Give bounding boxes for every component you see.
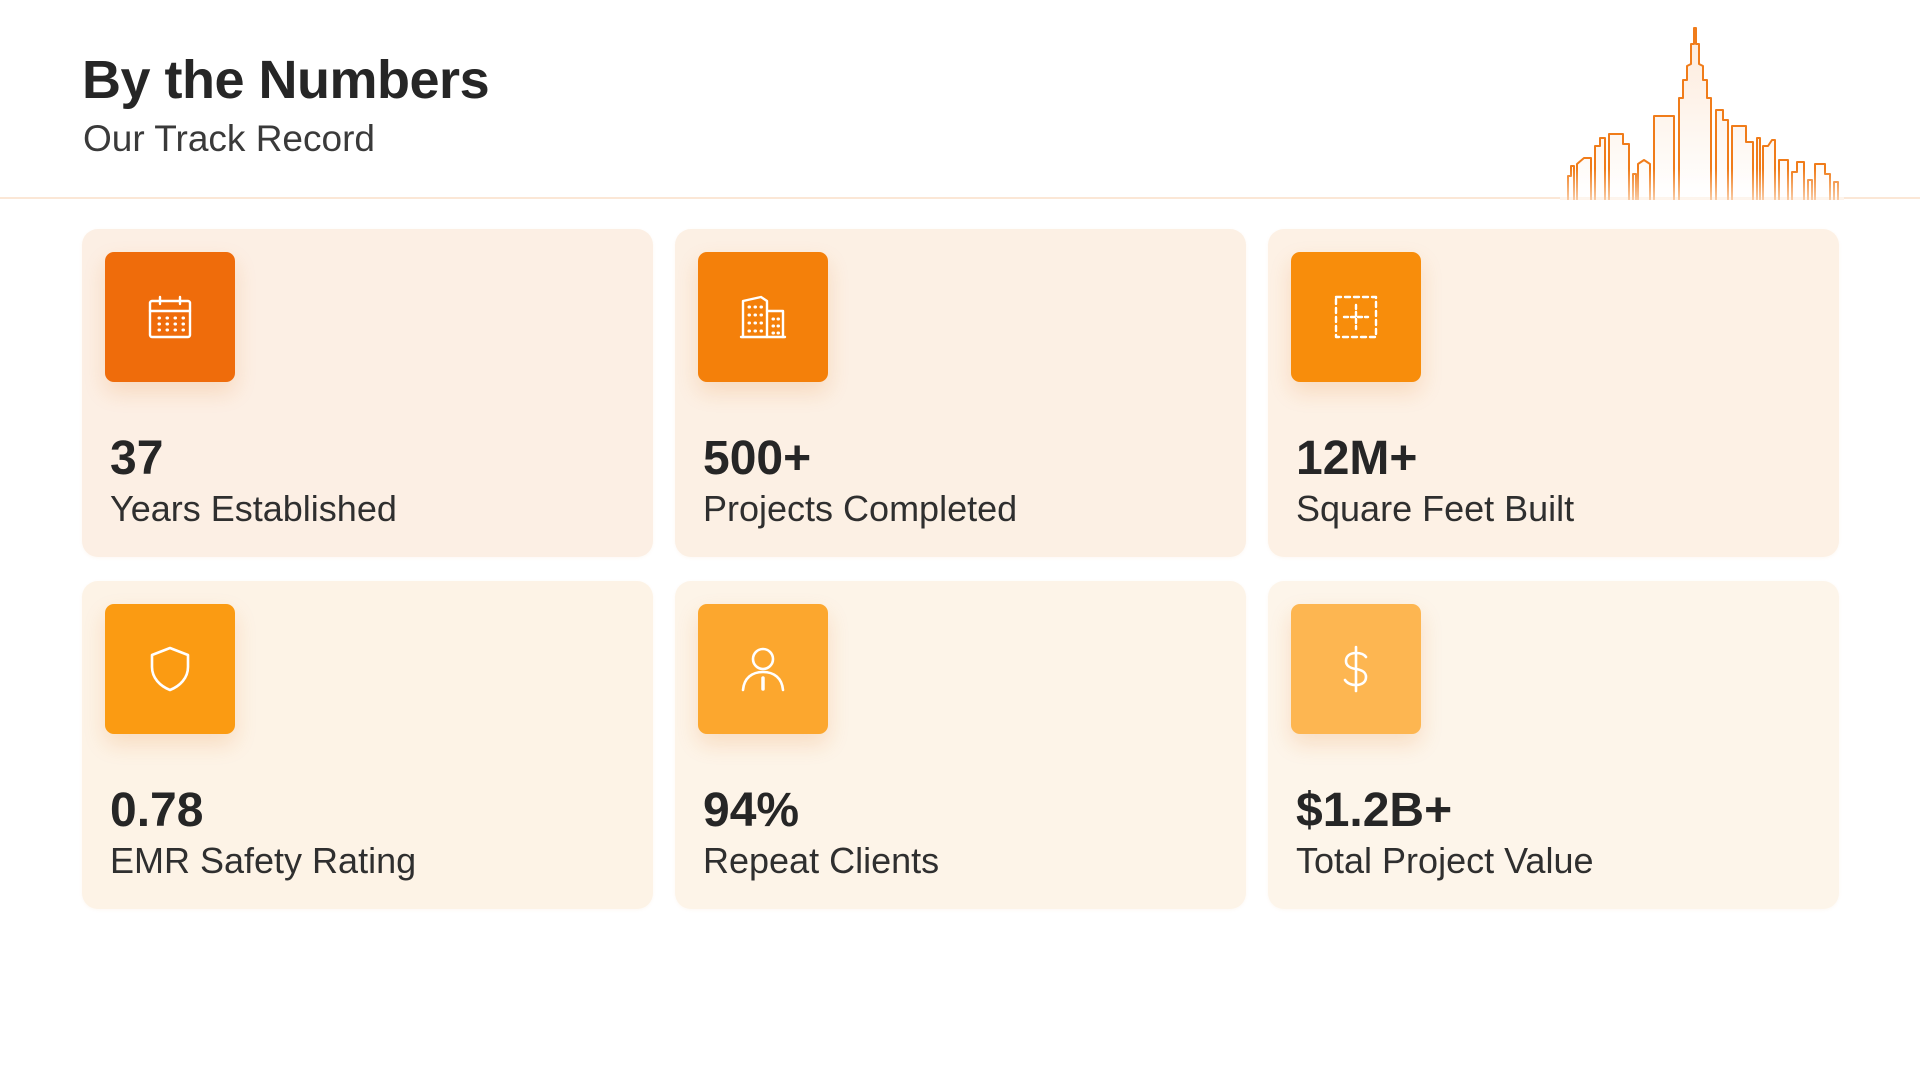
user-icon [741,647,785,692]
stat-label: Repeat Clients [703,840,940,881]
stat-value: 94% [703,784,800,837]
page-title: By the Numbers [82,50,490,110]
dollar-sign-icon [1343,645,1368,693]
stat-card-project-value: $1.2B+ Total Project Value [1268,581,1839,909]
stat-card-projects: 500+ Projects Completed [675,229,1246,557]
stat-value: $1.2B+ [1296,784,1453,837]
stat-card-square-feet: 12M+ Square Feet Built [1268,229,1839,557]
stat-label: Total Project Value [1296,840,1594,881]
stat-value: 500+ [703,432,812,485]
shield-icon [150,646,190,692]
stat-value: 37 [110,432,164,485]
stat-icon-tile [1291,604,1421,734]
stat-value: 12M+ [1296,432,1418,485]
stat-icon-tile [105,252,235,382]
stat-icon-tile [698,604,828,734]
stat-label: Square Feet Built [1296,488,1575,529]
stat-icon-tile [698,252,828,382]
buildings-icon [739,295,787,339]
calendar-icon [148,295,192,339]
stats-grid: 37 Years Established 500+ Projects Compl… [82,229,1839,909]
stat-icon-tile [105,604,235,734]
area-dimensions-icon [1334,295,1378,339]
city-skyline-icon [1560,26,1844,200]
stat-label: EMR Safety Rating [110,840,417,881]
stat-value: 0.78 [110,784,204,837]
header: By the Numbers Our Track Record [0,0,1920,200]
stat-icon-tile [1291,252,1421,382]
stat-label: Years Established [110,488,397,529]
stat-card-repeat-clients: 94% Repeat Clients [675,581,1246,909]
stat-card-years: 37 Years Established [82,229,653,557]
stat-card-safety: 0.78 EMR Safety Rating [82,581,653,909]
page-subtitle: Our Track Record [83,118,375,159]
stat-label: Projects Completed [703,488,1018,529]
